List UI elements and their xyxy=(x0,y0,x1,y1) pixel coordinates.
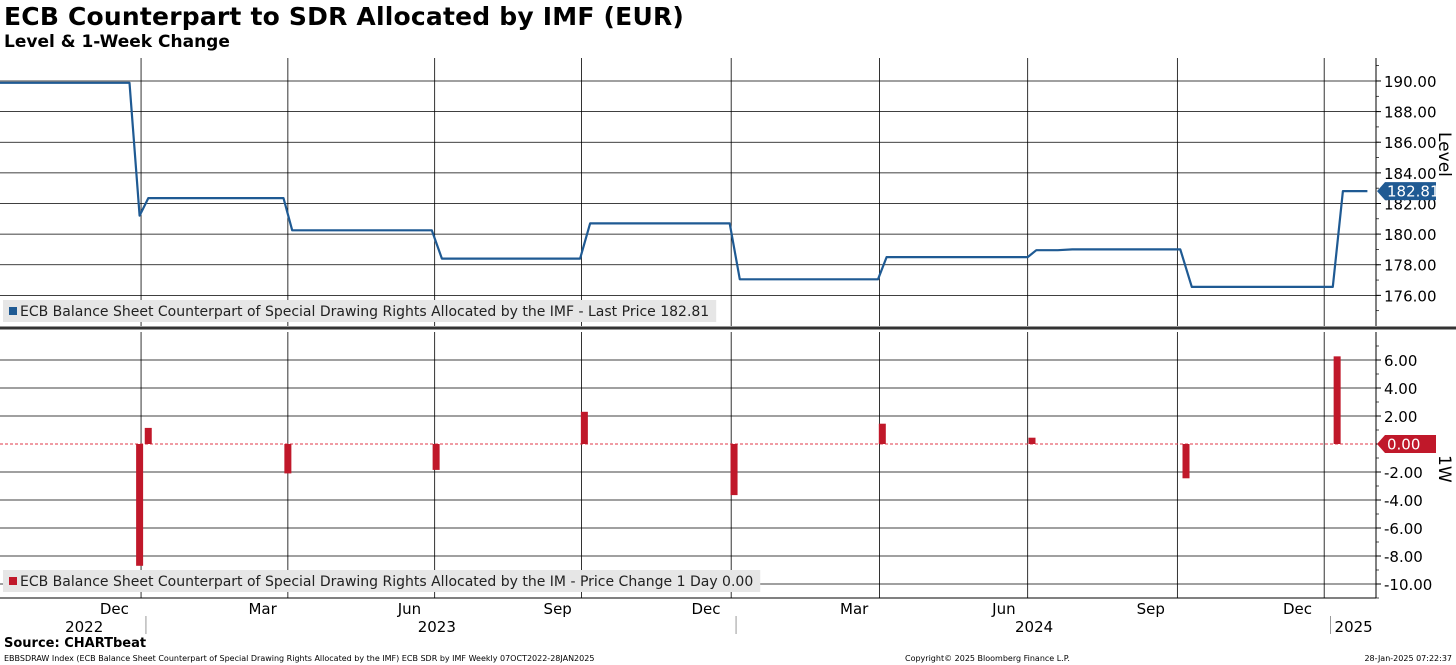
upper-legend-swatch xyxy=(9,307,17,315)
x-month-label: Jun xyxy=(397,600,421,618)
lower-legend-box xyxy=(3,570,761,592)
lower-y-tick-label: -2.00 xyxy=(1384,464,1423,482)
upper-y-tick-label: 188.00 xyxy=(1384,104,1437,122)
upper-last-value-tag-shape xyxy=(1377,182,1436,201)
source-note: Source: CHARTbeat xyxy=(4,636,147,651)
upper-y-tick-label: 180.00 xyxy=(1384,226,1437,244)
lower-y-tick-label: -6.00 xyxy=(1384,520,1423,538)
chart-subtitle: Level & 1-Week Change xyxy=(4,32,230,52)
x-year-label: 2023 xyxy=(418,618,456,636)
upper-y-tick-label: 176.00 xyxy=(1384,287,1437,305)
upper-legend-box xyxy=(3,300,717,322)
footer-timestamp: 28-Jan-2025 07:22:37 xyxy=(1364,654,1452,663)
lower-y-tick-label: -4.00 xyxy=(1384,492,1423,510)
change-bar xyxy=(730,444,738,496)
upper-last-value-tag-label: 182.81 xyxy=(1387,183,1440,201)
change-bar xyxy=(1028,437,1036,444)
change-bar xyxy=(580,411,588,444)
change-bar xyxy=(878,423,886,444)
level-series-line xyxy=(0,81,1368,288)
x-month-label: Sep xyxy=(1137,600,1165,618)
x-year-label: 2025 xyxy=(1335,618,1373,636)
upper-legend-text: ECB Balance Sheet Counterpart of Special… xyxy=(20,304,709,320)
x-month-label: Dec xyxy=(100,600,129,618)
change-bar xyxy=(144,427,152,444)
footer-copyright: Copyright© 2025 Bloomberg Finance L.P. xyxy=(905,654,1070,663)
upper-axis-title: Level xyxy=(1434,132,1454,177)
lower-legend-swatch xyxy=(9,577,17,585)
upper-y-tick-label: 184.00 xyxy=(1384,165,1437,183)
change-bar xyxy=(1333,356,1341,444)
lower-legend-text: ECB Balance Sheet Counterpart of Special… xyxy=(20,574,753,590)
upper-y-tick-label: 190.00 xyxy=(1384,73,1437,91)
x-year-label: 2022 xyxy=(65,618,103,636)
lower-y-tick-label: 6.00 xyxy=(1384,352,1417,370)
chart-title: ECB Counterpart to SDR Allocated by IMF … xyxy=(4,2,685,31)
lower-last-value-tag-shape xyxy=(1377,435,1436,453)
lower-y-tick-label: 2.00 xyxy=(1384,408,1417,426)
change-bar xyxy=(1182,444,1190,479)
change-bar xyxy=(432,444,440,470)
x-year-label: 2024 xyxy=(1015,618,1053,636)
x-month-label: Jun xyxy=(991,600,1015,618)
change-bar xyxy=(136,444,144,566)
lower-axis-title: 1W xyxy=(1434,455,1454,483)
lower-y-tick-label: -8.00 xyxy=(1384,548,1423,566)
lower-y-tick-label: -10.00 xyxy=(1384,576,1432,594)
lower-last-value-tag-label: 0.00 xyxy=(1387,436,1420,454)
x-month-label: Dec xyxy=(1283,600,1312,618)
change-bar xyxy=(284,444,292,474)
x-month-label: Sep xyxy=(544,600,572,618)
x-month-label: Mar xyxy=(248,600,277,618)
x-month-label: Mar xyxy=(840,600,869,618)
footer-description: EBBSDRAW Index (ECB Balance Sheet Counte… xyxy=(4,654,595,663)
upper-y-tick-label: 186.00 xyxy=(1384,134,1437,152)
lower-y-tick-label: 4.00 xyxy=(1384,380,1417,398)
upper-y-tick-label: 178.00 xyxy=(1384,257,1437,275)
x-month-label: Dec xyxy=(691,600,720,618)
